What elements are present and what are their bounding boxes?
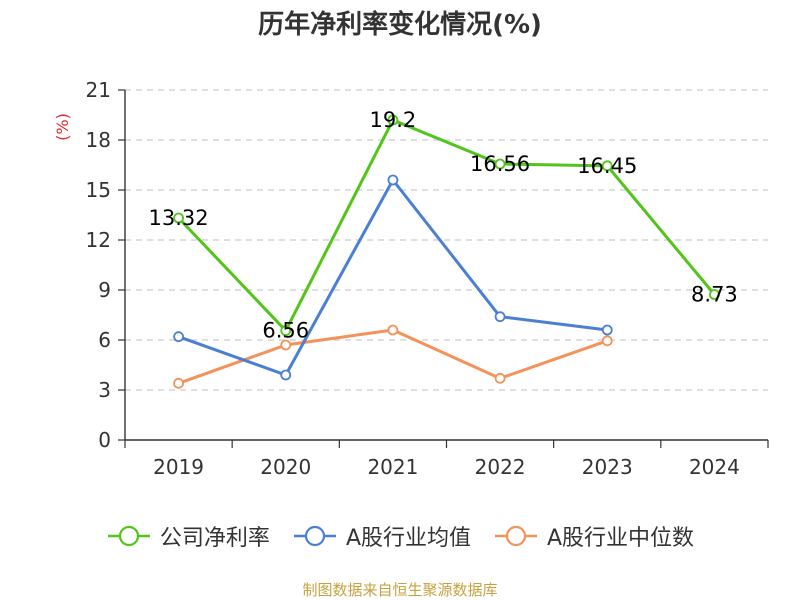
x-tick-label: 2024 — [689, 455, 740, 479]
data-point — [173, 212, 184, 224]
x-tick-label: 2021 — [367, 455, 418, 479]
data-point — [494, 311, 506, 323]
x-tick-label: 2023 — [582, 455, 633, 479]
legend-line-marker-icon — [495, 525, 537, 547]
data-label: 19.2 — [370, 108, 417, 132]
legend-line-marker-icon — [293, 525, 336, 547]
y-tick-label: 3 — [98, 378, 111, 402]
legend-line-marker-icon — [107, 525, 150, 547]
grid-lines — [125, 89, 768, 391]
data-point — [173, 377, 184, 389]
y-tick-label: 6 — [98, 328, 111, 352]
data-point — [494, 158, 506, 170]
data-point — [494, 372, 506, 384]
data-point — [601, 324, 613, 336]
legend-label: A股行业均值 — [345, 526, 471, 551]
x-tick-label: 2020 — [260, 455, 311, 479]
data-point — [709, 289, 720, 300]
data-point — [387, 324, 399, 336]
data-point — [387, 174, 399, 186]
legend-item[interactable]: A股行业均值 — [292, 520, 471, 552]
data-point — [173, 331, 184, 343]
legend-item[interactable]: 公司净利率 — [106, 520, 270, 552]
legend-circle — [118, 525, 140, 547]
legend-label: 公司净利率 — [159, 526, 270, 551]
legend-item[interactable]: A股行业中位数 — [493, 520, 694, 552]
series-line-3 — [177, 328, 609, 385]
data-point — [601, 335, 613, 347]
y-tick-label: 0 — [98, 428, 111, 452]
data-label: 16.56 — [470, 152, 530, 176]
source-note: 制图数据来自恒生聚源数据库 — [302, 581, 498, 599]
series-line-2 — [177, 178, 609, 377]
data-point — [280, 369, 292, 381]
data-point — [280, 339, 292, 351]
y-tick-label: 18 — [86, 128, 111, 152]
series-line-1 — [177, 118, 716, 333]
axes: 0 3 6 9 12 15 18 21 2019 2020 2021 2022 2023 2024 (%) — [53, 78, 769, 479]
y-axis-label: (%) — [53, 113, 72, 141]
data-point — [601, 160, 613, 172]
data-point — [280, 325, 292, 337]
chart-title: 历年净利率变化情况(%) — [258, 10, 542, 40]
legend-circle — [304, 525, 326, 547]
x-tick-label: 2022 — [475, 455, 526, 479]
legend: 公司净利率 A股行业均值 A股行业中位数 — [0, 520, 800, 552]
data-label: 13.32 — [149, 206, 209, 230]
data-label: 6.56 — [262, 319, 309, 343]
y-tick-label: 12 — [86, 228, 111, 252]
series-lines — [173, 114, 720, 389]
y-tick-label: 9 — [98, 278, 111, 302]
legend-label: A股行业中位数 — [547, 526, 695, 551]
data-label: 16.45 — [577, 154, 637, 178]
y-tick-label: 21 — [86, 78, 111, 102]
data-label: 8.73 — [691, 283, 738, 307]
data-labels: 13.32 6.56 19.2 16.56 16.45 8.73 — [149, 108, 738, 343]
data-point — [387, 114, 399, 126]
legend-circle — [505, 525, 527, 547]
x-tick-label: 2019 — [153, 455, 204, 479]
y-tick-label: 15 — [86, 178, 111, 202]
